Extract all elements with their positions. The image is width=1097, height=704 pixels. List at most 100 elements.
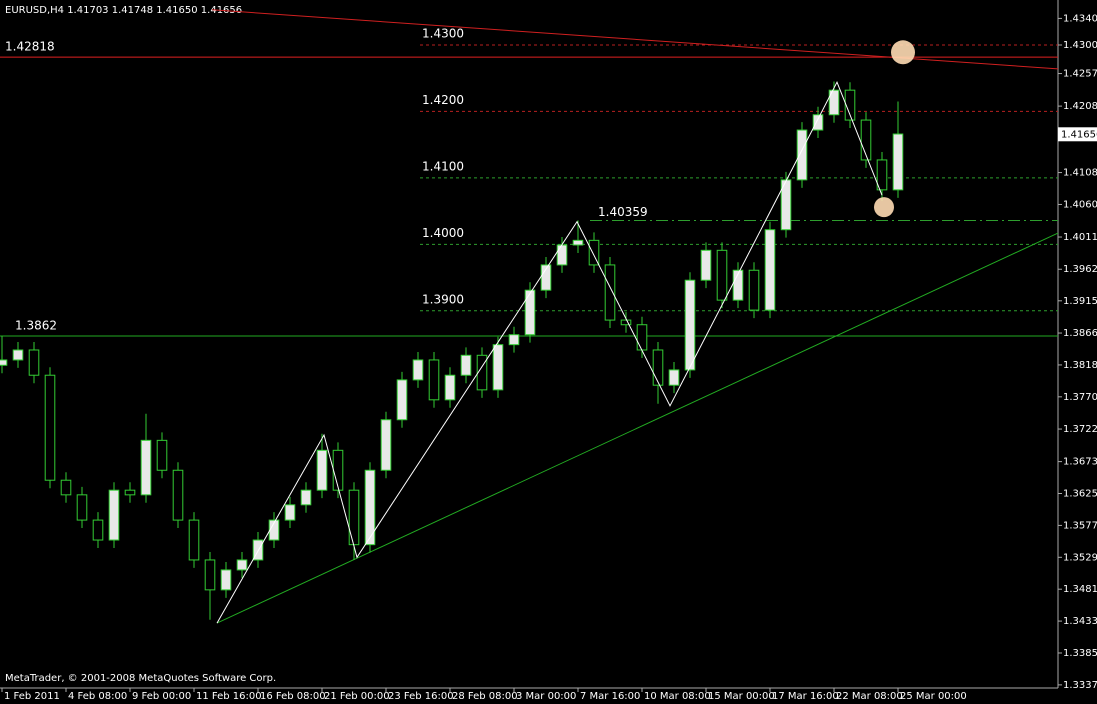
x-tick-label: 9 Feb 00:00	[132, 691, 191, 702]
level-label: 1.4200	[422, 93, 464, 107]
candle-body	[892, 133, 904, 191]
candle-body	[380, 419, 392, 471]
candle-body	[396, 379, 408, 421]
marker	[891, 40, 915, 65]
marker	[874, 197, 894, 218]
horizontal-line-label: 1.3862	[15, 319, 57, 333]
x-tick-label: 15 Mar 00:00	[708, 691, 775, 702]
y-tick-label: 1.43000	[1063, 40, 1097, 51]
chart-header: EURUSD,H4 1.41703 1.41748 1.41650 1.4165…	[5, 5, 242, 16]
candle-body	[796, 129, 808, 181]
x-tick-label: 22 Mar 08:00	[836, 691, 903, 702]
y-tick-label: 1.38185	[1063, 360, 1097, 371]
zigzag-line	[216, 80, 883, 624]
candle-body	[620, 319, 632, 326]
candle-body	[124, 489, 136, 496]
trend-line	[216, 232, 1059, 624]
y-tick-label: 1.36730	[1063, 457, 1097, 468]
x-tick-label: 4 Feb 08:00	[68, 691, 127, 702]
y-tick-label: 1.34810	[1063, 584, 1097, 595]
x-tick-label: 7 Mar 16:00	[580, 691, 640, 702]
copyright: MetaTrader, © 2001-2008 MetaQuotes Softw…	[5, 673, 276, 684]
candle-body	[460, 354, 472, 376]
candle-body	[604, 264, 616, 321]
x-tick-label: 17 Mar 16:00	[772, 691, 839, 702]
x-tick-label: 1 Feb 2011	[4, 691, 60, 702]
level-label: 1.3900	[422, 292, 464, 306]
candle-body	[780, 179, 792, 231]
y-tick-label: 1.34330	[1063, 616, 1097, 627]
candle-body	[812, 114, 824, 131]
candle-body	[668, 369, 680, 386]
candle-body	[524, 289, 536, 336]
y-tick-label: 1.42570	[1063, 69, 1097, 80]
y-tick-label: 1.40110	[1063, 232, 1097, 243]
y-tick-label: 1.37705	[1063, 392, 1097, 403]
candle-body	[652, 349, 664, 386]
y-tick-label: 1.33850	[1063, 648, 1097, 659]
candle-body	[188, 519, 200, 561]
last-price-box	[1058, 127, 1097, 142]
x-tick-label: 10 Mar 08:00	[644, 691, 711, 702]
candle-body	[92, 519, 104, 541]
candle-body	[684, 279, 696, 371]
candle-body	[876, 159, 888, 191]
x-tick-label: 16 Feb 08:00	[260, 691, 326, 702]
y-tick-label: 1.39150	[1063, 296, 1097, 307]
candle-body	[492, 344, 504, 391]
last-price-label: 1.41656	[1061, 129, 1097, 140]
candle-body	[268, 519, 280, 541]
trend-line	[211, 9, 1059, 70]
candle-body	[700, 249, 712, 281]
candle-body	[828, 89, 840, 116]
candle-body	[764, 229, 776, 311]
y-tick-label: 1.37220	[1063, 424, 1097, 435]
candle-body	[60, 479, 72, 496]
candle-body	[76, 494, 88, 521]
candle-body	[364, 469, 376, 546]
candle-body	[556, 244, 568, 266]
candle-body	[636, 324, 648, 351]
candle-body	[444, 374, 456, 401]
x-tick-label: 21 Feb 00:00	[324, 691, 390, 702]
candle-body	[220, 569, 232, 591]
y-tick-label: 1.43400	[1063, 13, 1097, 24]
candle-body	[716, 249, 728, 301]
y-tick-label: 1.33370	[1063, 680, 1097, 691]
candle-body	[28, 349, 40, 376]
candle-body	[0, 359, 8, 366]
candle-body	[540, 264, 552, 291]
candle-body	[860, 119, 872, 161]
candle-body	[476, 354, 488, 391]
horizontal-line-label: 1.42818	[5, 40, 55, 54]
candle-body	[844, 89, 856, 121]
level-label: 1.4100	[422, 159, 464, 173]
x-tick-label: 28 Feb 08:00	[452, 691, 518, 702]
x-tick-label: 3 Mar 00:00	[516, 691, 576, 702]
candle-body	[108, 489, 120, 541]
candle-body	[140, 439, 152, 496]
y-tick-label: 1.38665	[1063, 328, 1097, 339]
candle-body	[156, 439, 168, 471]
candle-body	[172, 469, 184, 521]
candle-body	[284, 504, 296, 521]
level-label: 1.4300	[422, 26, 464, 40]
y-tick-label: 1.40600	[1063, 199, 1097, 210]
candle-body	[300, 489, 312, 506]
candle-body	[332, 449, 344, 491]
candle-body	[12, 349, 24, 361]
candle-body	[572, 239, 584, 246]
candle-body	[44, 374, 56, 481]
candle-body	[508, 334, 520, 346]
x-tick-label: 23 Feb 16:00	[388, 691, 454, 702]
candle-body	[204, 559, 216, 591]
candle-body	[348, 489, 360, 546]
candle-body	[748, 269, 760, 311]
x-tick-label: 25 Mar 00:00	[900, 691, 967, 702]
y-tick-label: 1.39625	[1063, 264, 1097, 275]
candle-body	[412, 359, 424, 381]
y-tick-label: 1.36250	[1063, 489, 1097, 500]
